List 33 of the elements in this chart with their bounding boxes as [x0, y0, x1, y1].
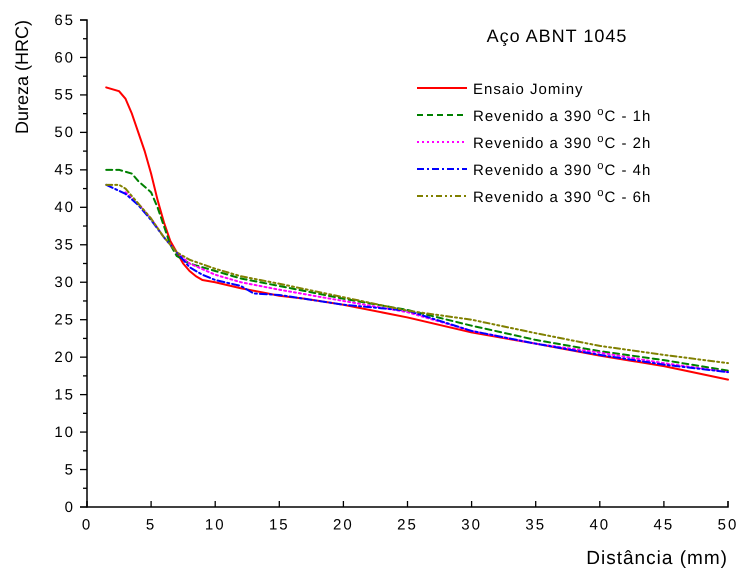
y-tick-label: 0	[64, 498, 75, 516]
y-tick-label: 20	[54, 348, 75, 366]
y-tick-label: 40	[54, 199, 75, 216]
y-tick-label: 45	[54, 162, 75, 179]
x-tick-label: 0	[82, 516, 92, 534]
y-tick-label: 55	[54, 86, 75, 104]
y-tick-label: 65	[54, 12, 75, 29]
x-axis-title: Distância (mm)	[586, 548, 728, 569]
x-tick-label: 30	[461, 516, 482, 534]
y-tick-label: 5	[64, 461, 75, 478]
y-tick-label: 30	[54, 274, 75, 292]
y-tick-label: 50	[54, 124, 75, 142]
x-tick-label: 35	[525, 516, 546, 534]
x-tick-label: 5	[146, 516, 156, 534]
y-tick-label: 10	[54, 424, 75, 441]
chart-title: Aço ABNT 1045	[486, 26, 628, 46]
x-tick-label: 20	[333, 516, 354, 534]
x-tick-label: 45	[654, 516, 674, 534]
x-tick-label: 50	[718, 516, 738, 534]
legend-label: Ensaio Jominy	[473, 81, 584, 98]
x-tick-label: 40	[589, 516, 610, 534]
legend-label: Revenido a 390 $^{o}$C - 1h	[473, 106, 652, 125]
y-tick-label: 35	[54, 236, 75, 254]
y-tick-label: 60	[54, 49, 75, 66]
legend-label: Revenido a 390 $^{o}$C - 6h	[473, 187, 652, 206]
x-tick-label: 10	[204, 516, 226, 534]
legend-label: Revenido a 390 $^{o}$C - 2h	[473, 133, 652, 152]
y-tick-label: 15	[54, 386, 75, 404]
legend-label: Revenido a 390 $^{o}$C - 4h	[473, 160, 652, 179]
x-tick-label: 25	[397, 516, 418, 534]
x-tick-label: 15	[268, 516, 290, 534]
y-tick-label: 25	[54, 311, 75, 328]
y-axis-title: Dureza (HRC)	[12, 20, 32, 134]
